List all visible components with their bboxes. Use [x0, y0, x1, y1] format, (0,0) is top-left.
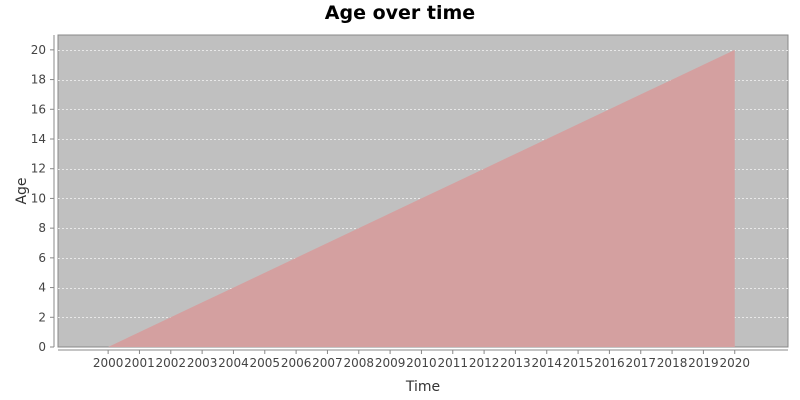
y-tick-label: 20 — [31, 43, 46, 57]
y-tick-label: 6 — [38, 251, 46, 265]
y-tick-label: 2 — [38, 310, 46, 324]
y-axis-label: Age — [14, 177, 30, 204]
x-tick-label: 2003 — [187, 356, 218, 370]
x-tick-label: 2018 — [657, 356, 688, 370]
x-tick-label: 2006 — [281, 356, 312, 370]
area-series-0 — [108, 49, 735, 347]
axes — [53, 35, 788, 351]
x-tick-label: 2007 — [312, 356, 343, 370]
y-ticks: 0 2 4 6 8 10 12 14 16 18 20 — [31, 43, 54, 354]
x-ticks: 2000 2001 2002 2003 2004 2005 2006 2007 2008 2009… — [93, 350, 750, 370]
x-tick-label: 2009 — [375, 356, 406, 370]
y-tick-label: 18 — [31, 73, 46, 87]
y-tick-label: 14 — [31, 132, 46, 146]
x-tick-label: 2000 — [93, 356, 124, 370]
x-tick-label: 2005 — [250, 356, 281, 370]
y-tick-label: 0 — [38, 340, 46, 354]
y-tick-label: 16 — [31, 102, 46, 116]
x-tick-label: 2012 — [469, 356, 500, 370]
x-tick-label: 2002 — [156, 356, 187, 370]
x-tick-label: 2014 — [531, 356, 562, 370]
x-axis-label: Time — [405, 379, 440, 395]
x-tick-label: 2020 — [719, 356, 750, 370]
x-tick-label: 2010 — [406, 356, 437, 370]
area-series — [108, 49, 735, 347]
x-tick-label: 2004 — [218, 356, 249, 370]
y-tick-label: 12 — [31, 162, 46, 176]
x-tick-label: 2019 — [688, 356, 719, 370]
x-tick-label: 2013 — [500, 356, 531, 370]
x-tick-label: 2008 — [343, 356, 374, 370]
y-tick-label: 4 — [38, 281, 46, 295]
x-tick-label: 2017 — [625, 356, 656, 370]
x-tick-label: 2016 — [594, 356, 625, 370]
y-tick-label: 10 — [31, 191, 46, 205]
x-tick-label: 2001 — [124, 356, 155, 370]
y-tick-label: 8 — [38, 221, 46, 235]
chart-title: Age over time — [324, 2, 476, 24]
x-tick-label: 2015 — [563, 356, 594, 370]
x-tick-label: 2011 — [437, 356, 468, 370]
